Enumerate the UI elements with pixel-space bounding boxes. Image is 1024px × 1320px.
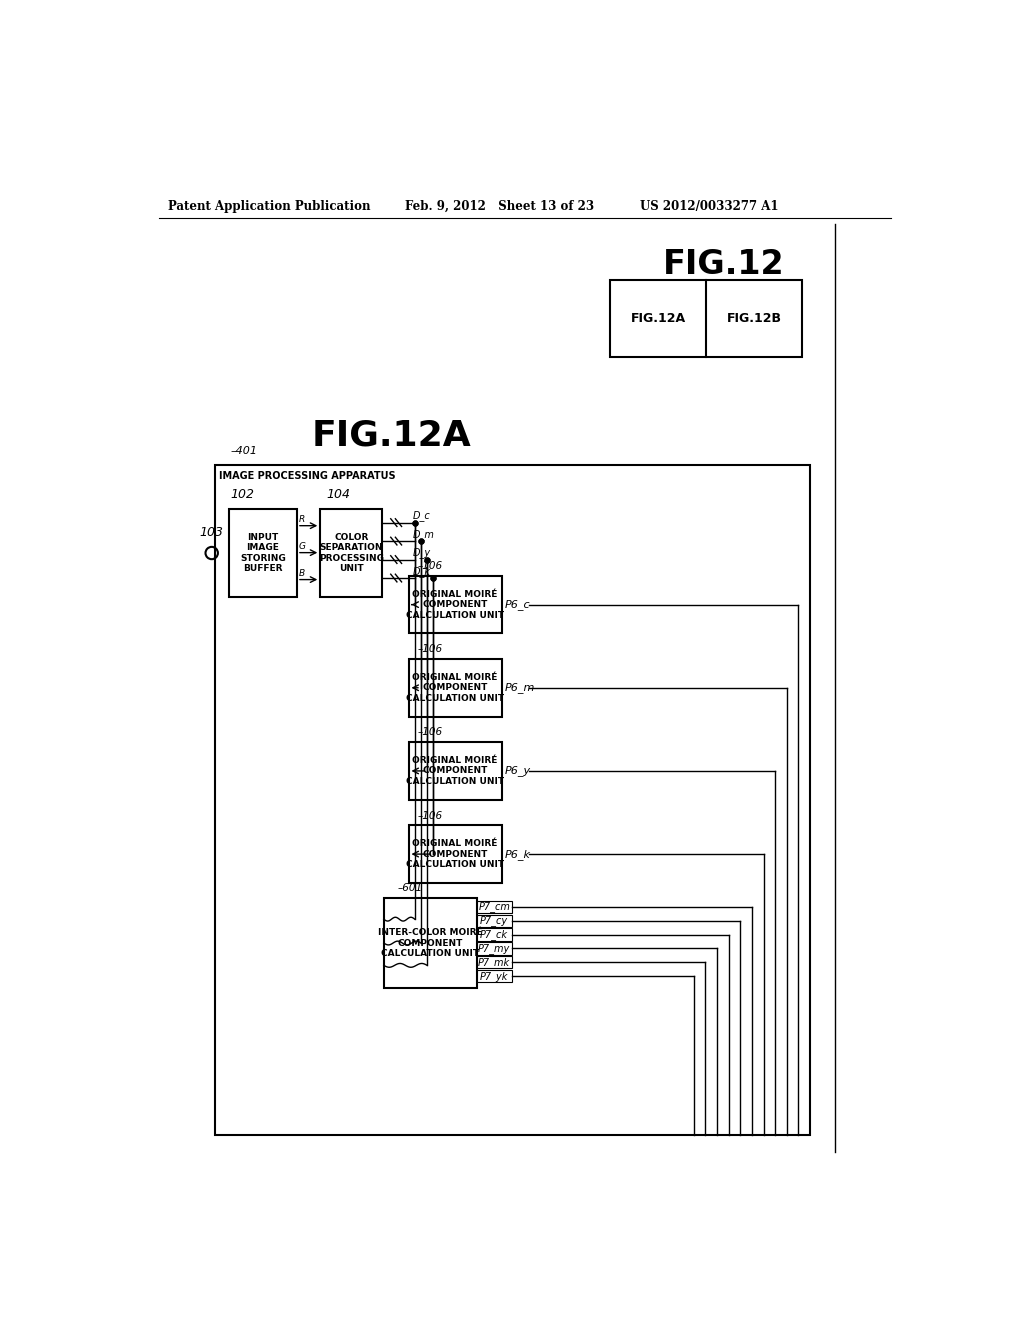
- Text: INPUT
IMAGE
STORING
BUFFER: INPUT IMAGE STORING BUFFER: [240, 533, 286, 573]
- Text: P7_ck: P7_ck: [480, 929, 508, 940]
- Text: B: B: [299, 569, 304, 578]
- Text: INTER-COLOR MOIRÉ
COMPONENT
CALCULATION UNIT: INTER-COLOR MOIRÉ COMPONENT CALCULATION …: [378, 928, 482, 958]
- Bar: [228, 508, 297, 598]
- Bar: [215, 465, 810, 1135]
- Text: D_y: D_y: [414, 546, 431, 558]
- Text: ORIGINAL MOIRÉ
COMPONENT
CALCULATION UNIT: ORIGINAL MOIRÉ COMPONENT CALCULATION UNI…: [406, 756, 504, 785]
- Text: –106: –106: [418, 727, 443, 738]
- Text: P6_c: P6_c: [505, 599, 530, 610]
- Text: ORIGINAL MOIRÉ
COMPONENT
CALCULATION UNIT: ORIGINAL MOIRÉ COMPONENT CALCULATION UNI…: [406, 840, 504, 869]
- Text: Feb. 9, 2012   Sheet 13 of 23: Feb. 9, 2012 Sheet 13 of 23: [406, 199, 595, 213]
- Text: P7_my: P7_my: [478, 942, 510, 954]
- Text: 104: 104: [327, 488, 350, 502]
- Text: FIG.12A: FIG.12A: [631, 312, 686, 325]
- Bar: [321, 508, 382, 598]
- Bar: [409, 825, 502, 883]
- Text: 102: 102: [230, 488, 254, 502]
- Text: P7_cm: P7_cm: [478, 902, 510, 912]
- Bar: [409, 576, 502, 634]
- Text: –106: –106: [418, 644, 443, 655]
- Text: –106: –106: [418, 810, 443, 821]
- Text: G: G: [299, 543, 305, 552]
- Text: P6_y: P6_y: [505, 766, 530, 776]
- Text: P6_m: P6_m: [505, 682, 535, 693]
- Text: P7_mk: P7_mk: [478, 957, 510, 968]
- Text: COLOR
SEPARATION
PROCESSING
UNIT: COLOR SEPARATION PROCESSING UNIT: [318, 533, 384, 573]
- Bar: [477, 900, 512, 913]
- Text: D_c: D_c: [414, 510, 431, 521]
- Text: 103: 103: [200, 527, 223, 539]
- Bar: [409, 659, 502, 717]
- Bar: [477, 942, 512, 954]
- Text: P7_yk: P7_yk: [480, 970, 508, 982]
- Text: IMAGE PROCESSING APPARATUS: IMAGE PROCESSING APPARATUS: [219, 471, 396, 480]
- Bar: [477, 915, 512, 927]
- Text: ORIGINAL MOIRÉ
COMPONENT
CALCULATION UNIT: ORIGINAL MOIRÉ COMPONENT CALCULATION UNI…: [406, 590, 504, 619]
- Bar: [477, 956, 512, 969]
- Bar: [477, 970, 512, 982]
- Text: P6_k: P6_k: [505, 849, 530, 859]
- Bar: [477, 928, 512, 941]
- Text: D_k: D_k: [414, 565, 431, 577]
- Text: –601: –601: [397, 883, 423, 892]
- Text: FIG.12: FIG.12: [663, 248, 784, 281]
- Text: US 2012/0033277 A1: US 2012/0033277 A1: [640, 199, 778, 213]
- Text: FIG.12A: FIG.12A: [311, 418, 471, 453]
- Text: R: R: [299, 515, 305, 524]
- Bar: [409, 742, 502, 800]
- Bar: [610, 280, 802, 358]
- Bar: [384, 898, 477, 989]
- Text: ORIGINAL MOIRÉ
COMPONENT
CALCULATION UNIT: ORIGINAL MOIRÉ COMPONENT CALCULATION UNI…: [406, 673, 504, 702]
- Text: Patent Application Publication: Patent Application Publication: [168, 199, 371, 213]
- Text: D_m: D_m: [414, 528, 435, 540]
- Text: –106: –106: [418, 561, 443, 572]
- Text: P7_cy: P7_cy: [480, 915, 508, 927]
- Text: –401: –401: [230, 446, 257, 455]
- Text: FIG.12B: FIG.12B: [727, 312, 781, 325]
